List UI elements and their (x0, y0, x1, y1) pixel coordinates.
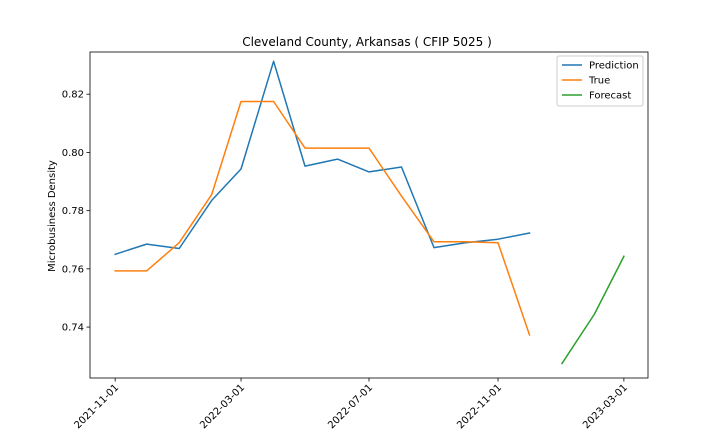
plot-area-frame (89, 51, 649, 379)
y-axis-ticks: 0.74 0.76 0.78 0.80 0.82 (62, 90, 90, 334)
y-tick-label: 0.80 (62, 148, 84, 159)
legend-label-forecast: Forecast (589, 91, 631, 102)
y-tick-label: 0.78 (62, 206, 84, 217)
legend-box (556, 55, 644, 107)
series-line-forecast (560, 255, 625, 365)
legend: Prediction True Forecast (556, 55, 644, 107)
y-tick-label: 0.76 (62, 264, 84, 275)
series-line-prediction (114, 60, 531, 256)
legend-label-prediction: Prediction (589, 61, 639, 72)
chart-title: Cleveland County, Arkansas ( CFIP 5025 ) (242, 35, 492, 49)
y-axis-label: Microbusiness Density (47, 160, 58, 272)
series-layer (114, 60, 625, 365)
y-tick-label: 0.82 (62, 90, 84, 101)
y-tick-label: 0.74 (62, 323, 84, 334)
series-line-true (114, 100, 531, 336)
legend-label-true: True (588, 76, 610, 87)
